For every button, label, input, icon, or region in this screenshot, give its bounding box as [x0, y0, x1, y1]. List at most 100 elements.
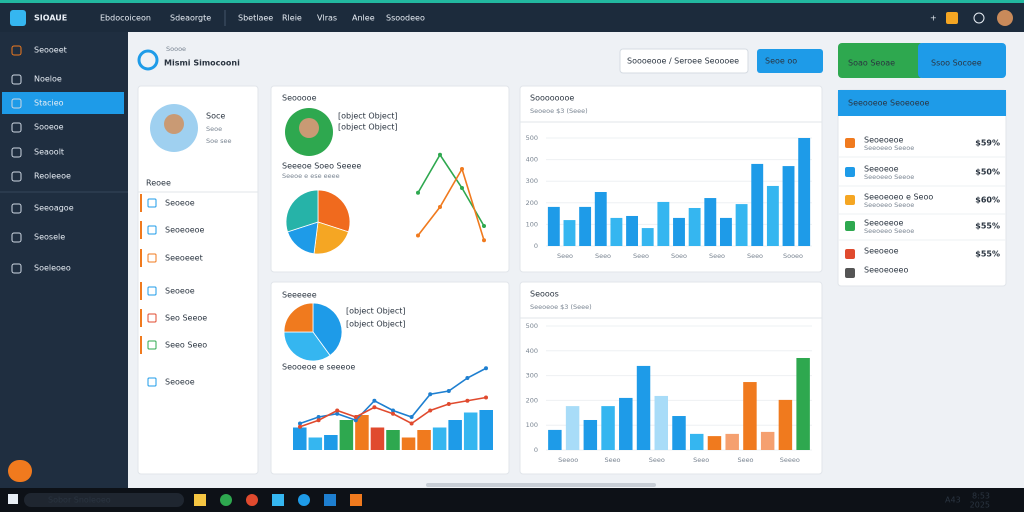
x-tick-label: Soeo: [671, 252, 687, 260]
help-button[interactable]: [8, 460, 32, 482]
bar: [760, 431, 775, 450]
item-icon: [147, 313, 157, 323]
item-icon: [147, 253, 157, 263]
nav-item: Sooeoe: [34, 123, 64, 132]
line-point: [465, 398, 470, 403]
item-icon: [147, 377, 157, 387]
bar: [641, 228, 654, 246]
y-tick-label: 500: [526, 134, 538, 142]
line-point: [484, 366, 488, 371]
action-button[interactable]: [838, 43, 924, 78]
line-point: [335, 411, 340, 416]
line-point: [409, 415, 414, 419]
add-icon[interactable]: +: [930, 14, 937, 23]
bar: [548, 429, 562, 450]
taskbar-icons: [8, 483, 656, 506]
line-point: [298, 421, 302, 426]
bar: [689, 433, 704, 450]
y-tick-label: 100: [526, 421, 538, 429]
action-label: Ssoo Socoee: [931, 59, 982, 68]
line-point: [372, 405, 377, 410]
primary-button[interactable]: [757, 49, 823, 73]
accent-bar: [140, 336, 142, 354]
bar: [355, 415, 369, 450]
panel-line: [object Object]: [346, 320, 406, 329]
search-box[interactable]: [24, 493, 184, 507]
bar: [672, 416, 686, 450]
panel-line: [object Object]: [338, 123, 398, 132]
app-icon[interactable]: [324, 494, 336, 506]
line-point: [372, 398, 377, 403]
x-tick-label: Seeo: [737, 456, 753, 464]
header-icon: [137, 49, 159, 71]
section-title: Reoee: [146, 179, 171, 188]
line-point: [335, 408, 340, 413]
line-point: [446, 402, 451, 406]
nav-item: Reoleeoe: [34, 172, 71, 181]
line-point: [460, 167, 464, 171]
nav-item: Soeleoeo: [34, 264, 71, 273]
bar: [707, 436, 722, 450]
nav-item: Seaoolt: [34, 148, 64, 157]
card: [137, 85, 259, 475]
scrollbar[interactable]: [426, 483, 656, 487]
panel-caption: Seooeoe e seeeoe: [282, 363, 355, 372]
y-tick-label: 300: [526, 177, 538, 185]
app-icon[interactable]: [220, 494, 232, 506]
nav-item: Seooeet: [34, 46, 67, 55]
feed-icon: [845, 167, 855, 177]
app-icon[interactable]: [194, 494, 206, 506]
clock-time: 8:53: [972, 492, 990, 501]
profile-item: Seoeoe: [165, 378, 195, 387]
chart-subtitle: Seoeoe $3 (Seee): [530, 107, 588, 115]
x-tick-label: Seeo: [633, 252, 649, 260]
bar: [579, 206, 592, 246]
bar: [563, 220, 576, 246]
bar: [657, 201, 670, 246]
settings-icon[interactable]: [973, 12, 985, 24]
bar: [654, 395, 669, 450]
bar: [463, 412, 478, 450]
line-point: [316, 415, 321, 419]
item-icon: [147, 340, 157, 350]
button-label: Seoe oo: [765, 57, 797, 66]
user-avatar[interactable]: [997, 10, 1013, 26]
nav-item: Stacieo: [34, 99, 64, 108]
start-icon[interactable]: [8, 494, 18, 504]
feed-sub: Seeoeeo Seeoe: [864, 173, 914, 181]
feed-label: Seeoeoe: [864, 247, 899, 256]
feed-label: Seeoeoeo e Seoo: [864, 193, 933, 202]
line-point: [391, 411, 395, 416]
dropdown[interactable]: [619, 48, 749, 74]
notifications-icon[interactable]: [946, 12, 958, 24]
dropdown-label: Soooeooe / Seroee Seoooee: [627, 57, 739, 66]
line-point: [484, 395, 488, 400]
feed-sub: Seeoeeo Seeoe: [864, 144, 914, 152]
app-icon[interactable]: [350, 494, 362, 506]
app-icon[interactable]: [272, 494, 284, 506]
menu-item: Vlras: [317, 14, 337, 23]
feed-label: Seeoeoe: [864, 165, 899, 174]
line-point: [416, 233, 420, 238]
search-text: Sobor Snoleoeo: [48, 496, 111, 505]
bar: [766, 185, 779, 246]
action-button[interactable]: [918, 43, 1006, 78]
pie-slice: [312, 302, 343, 357]
app-icon[interactable]: [298, 494, 310, 506]
menu-item: Sdeaorgte: [170, 14, 211, 23]
item-icon: [147, 286, 157, 296]
feed-sub: Seeoeeo Seeoe: [864, 227, 914, 235]
bar: [308, 437, 323, 450]
nav-item: Seeoagoe: [34, 204, 74, 213]
bar: [798, 138, 811, 246]
feed-label: Seeoeeoe: [864, 219, 904, 228]
feed-icon: [845, 138, 855, 148]
bar: [339, 420, 354, 450]
app-icon[interactable]: [246, 494, 258, 506]
bar: [601, 406, 615, 450]
menu-item: Ebdocoiceon: [100, 14, 151, 23]
y-tick-label: 200: [526, 396, 538, 404]
brand: SIOAUE: [34, 14, 67, 23]
